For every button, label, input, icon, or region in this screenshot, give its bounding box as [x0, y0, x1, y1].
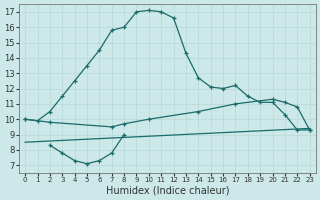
X-axis label: Humidex (Indice chaleur): Humidex (Indice chaleur) — [106, 186, 229, 196]
